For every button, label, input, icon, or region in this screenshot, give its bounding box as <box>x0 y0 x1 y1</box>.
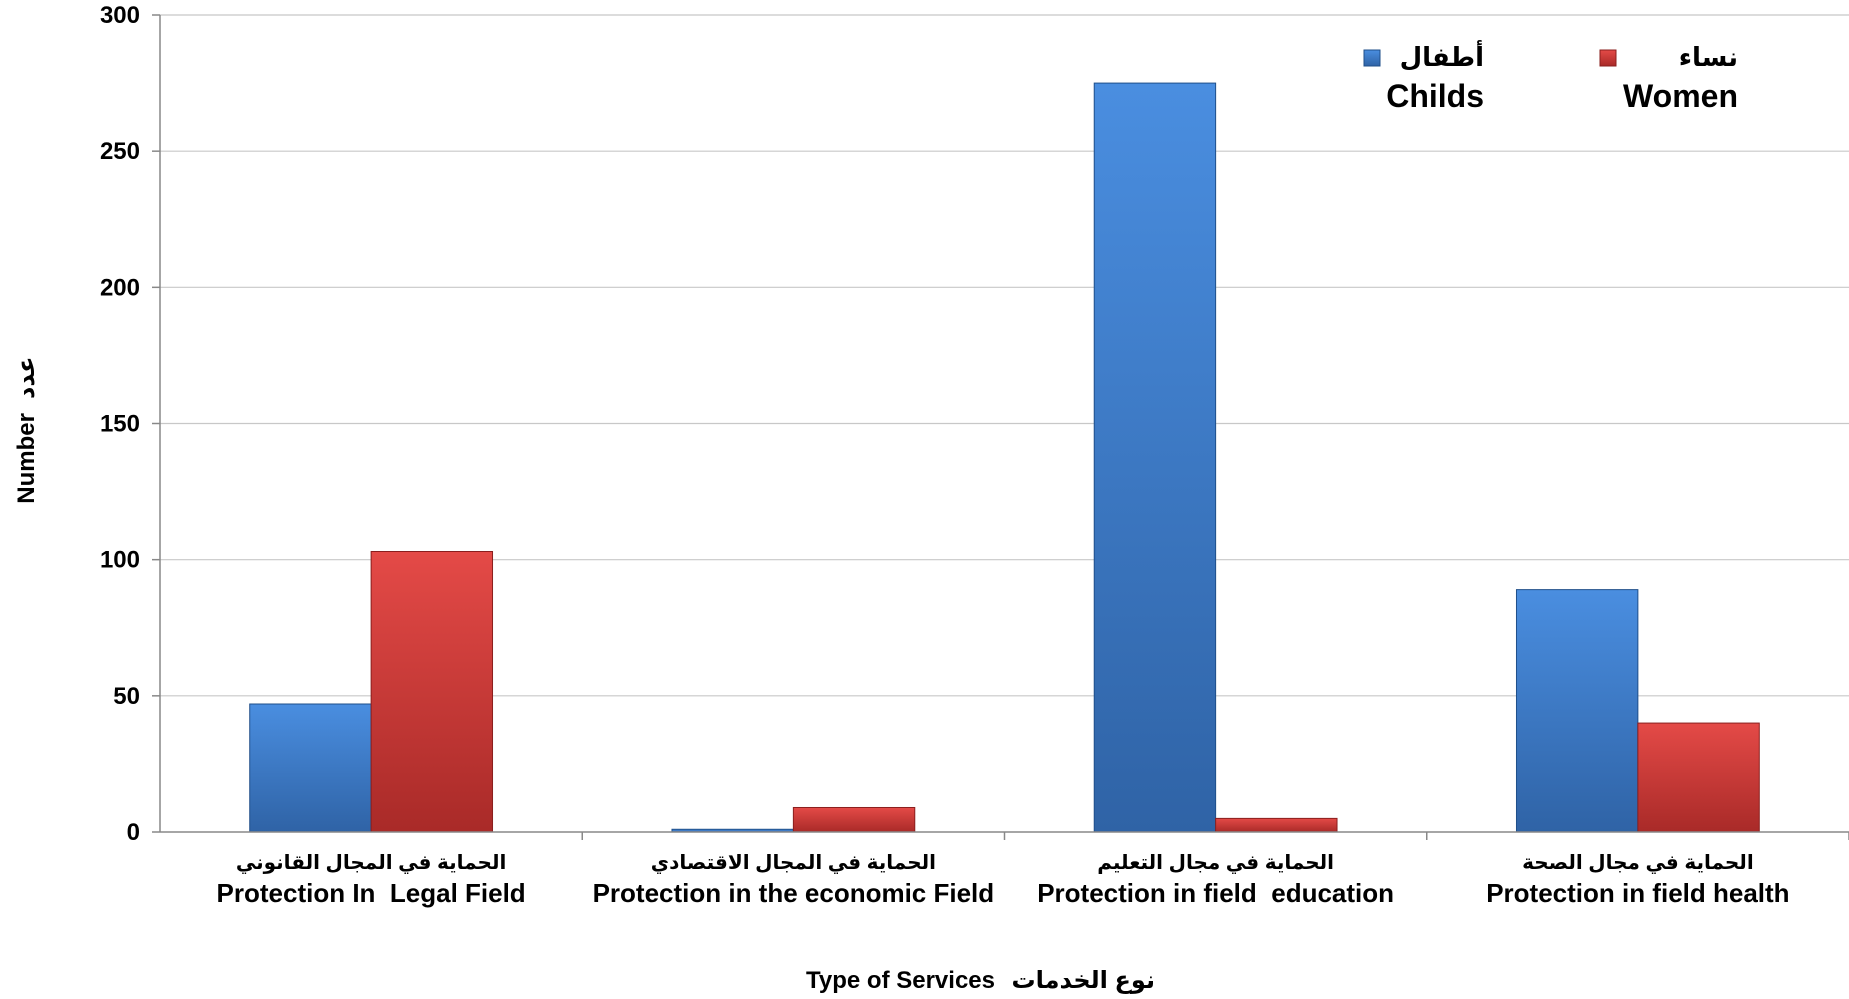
bar-childs-1 <box>249 703 372 833</box>
legend-marker-childs <box>1363 49 1381 67</box>
legend-label-childs-ar: أطفال <box>1400 40 1484 72</box>
axis-labels: 0 50 100 150 200 250 300 الحماية في المجال القا… <box>100 2 1790 908</box>
bar-women-3 <box>1215 817 1338 833</box>
bar-childs-4 <box>1515 589 1639 833</box>
y-tick-label: 300 <box>100 2 140 29</box>
bars <box>249 82 1760 833</box>
y-tick-label: 0 <box>127 819 140 846</box>
x-category-label-ar: الحماية في مجال التعليم <box>1097 852 1334 875</box>
legend: أطفال Childs نساء Women <box>1363 40 1738 114</box>
x-category-label-en: Protection in the economic Field <box>593 878 995 908</box>
x-axis-title-ar: نوع الخدمات <box>1011 967 1155 994</box>
x-category-label-en: Protection in field health <box>1486 878 1789 908</box>
y-tick-label: 100 <box>100 547 140 574</box>
x-category-label-en: Protection In Legal Field <box>217 878 526 908</box>
x-axis-title-en: Type of Services <box>806 967 995 994</box>
y-tick-label: 250 <box>100 138 140 165</box>
bar-women-4 <box>1637 722 1760 833</box>
legend-label-women-ar: نساء <box>1679 42 1738 72</box>
x-category-label-ar: الحماية في المجال القانوني <box>236 852 506 875</box>
bar-women-2 <box>792 806 916 833</box>
y-tick-label: 50 <box>113 683 140 710</box>
legend-label-women-en: Women <box>1623 78 1738 114</box>
legend-label-childs-en: Childs <box>1386 78 1484 114</box>
bar-women-1 <box>370 550 494 833</box>
y-tick-label: 200 <box>100 274 140 301</box>
axes <box>152 14 1849 840</box>
y-axis-title-en: Number <box>13 413 40 504</box>
x-category-label-ar: الحماية في المجال الاقتصادي <box>651 852 936 875</box>
x-category-label-ar: الحماية في مجال الصحة <box>1522 852 1754 875</box>
y-tick-label: 150 <box>100 411 140 438</box>
y-axis-title-ar: عدد <box>13 356 40 399</box>
bar-childs-3 <box>1093 82 1217 833</box>
y-axis-title: Number عدد <box>13 356 40 503</box>
legend-marker-women <box>1599 49 1617 67</box>
x-category-label-en: Protection in field education <box>1037 878 1394 908</box>
